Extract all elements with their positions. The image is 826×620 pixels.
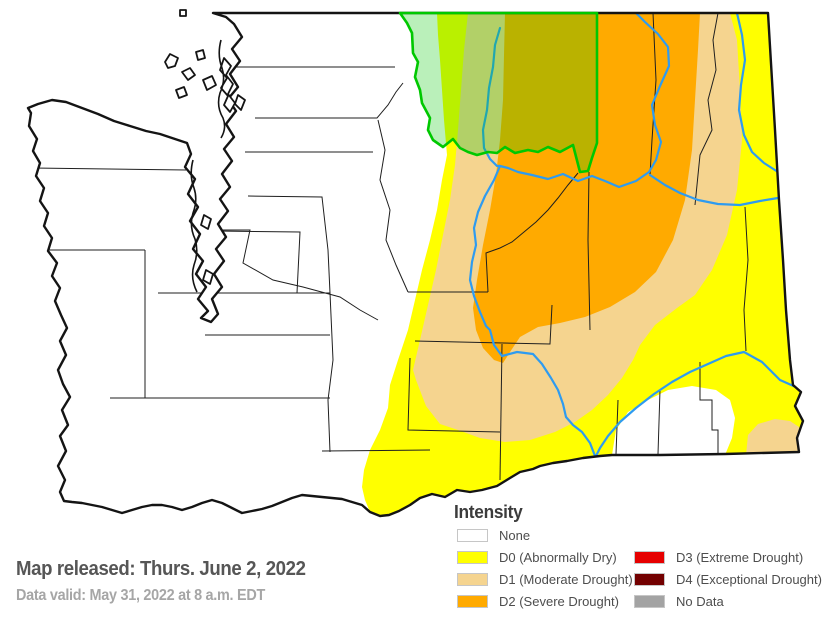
highlight-okanogan-county [398, 11, 599, 174]
legend-swatch-nodata [634, 595, 665, 608]
region-d2-severe [473, 13, 700, 363]
legend-label-d1: D1 (Moderate Drought) [499, 572, 633, 587]
state-border [26, 11, 805, 518]
pend-oreille-river [735, 13, 792, 180]
legend-title: Intensity [454, 502, 523, 522]
legend-item-d1: D1 (Moderate Drought) [457, 572, 633, 587]
legend-label-d3: D3 (Extreme Drought) [676, 550, 804, 565]
puget-sound-shoreline-detail [190, 39, 226, 293]
drought-regions [362, 13, 803, 516]
legend-label-nodata: No Data [676, 594, 724, 609]
region-d1-se-corner [746, 419, 799, 455]
drought-legend: Intensity None D0 (Abnormally Dry) D1 (M… [449, 500, 822, 609]
legend-column-2: D3 (Extreme Drought) D4 (Exceptional Dro… [634, 550, 822, 617]
legend-label-d4: D4 (Exceptional Drought) [676, 572, 822, 587]
columbia-river-upper [498, 13, 671, 189]
legend-swatch-d0 [457, 551, 488, 564]
legend-item-d4: D4 (Exceptional Drought) [634, 572, 822, 587]
rivers [468, 13, 800, 458]
columbia-river-lower [468, 164, 597, 458]
legend-item-none: None [457, 528, 633, 543]
legend-swatch-d4 [634, 573, 665, 586]
map-released-text: Map released: Thurs. June 2, 2022 [16, 558, 306, 580]
legend-item-d2: D2 (Severe Drought) [457, 594, 633, 609]
legend-swatch-d2 [457, 595, 488, 608]
okanogan-river [481, 26, 502, 168]
legend-label-d0: D0 (Abnormally Dry) [499, 550, 617, 565]
legend-item-d0: D0 (Abnormally Dry) [457, 550, 633, 565]
legend-label-d2: D2 (Severe Drought) [499, 594, 619, 609]
legend-item-nodata: No Data [634, 594, 822, 609]
legend-swatch-none [457, 529, 488, 542]
legend-label-none: None [499, 528, 531, 543]
data-valid-text: Data valid: May 31, 2022 at 8 a.m. EDT [16, 587, 265, 604]
legend-column-1: None D0 (Abnormally Dry) D1 (Moderate Dr… [457, 528, 633, 617]
legend-swatch-d3 [634, 551, 665, 564]
snake-river [594, 350, 800, 458]
county-lines [30, 13, 749, 481]
spokane-river [648, 173, 795, 207]
legend-item-d3: D3 (Extreme Drought) [634, 550, 822, 565]
legend-swatch-d1 [457, 573, 488, 586]
